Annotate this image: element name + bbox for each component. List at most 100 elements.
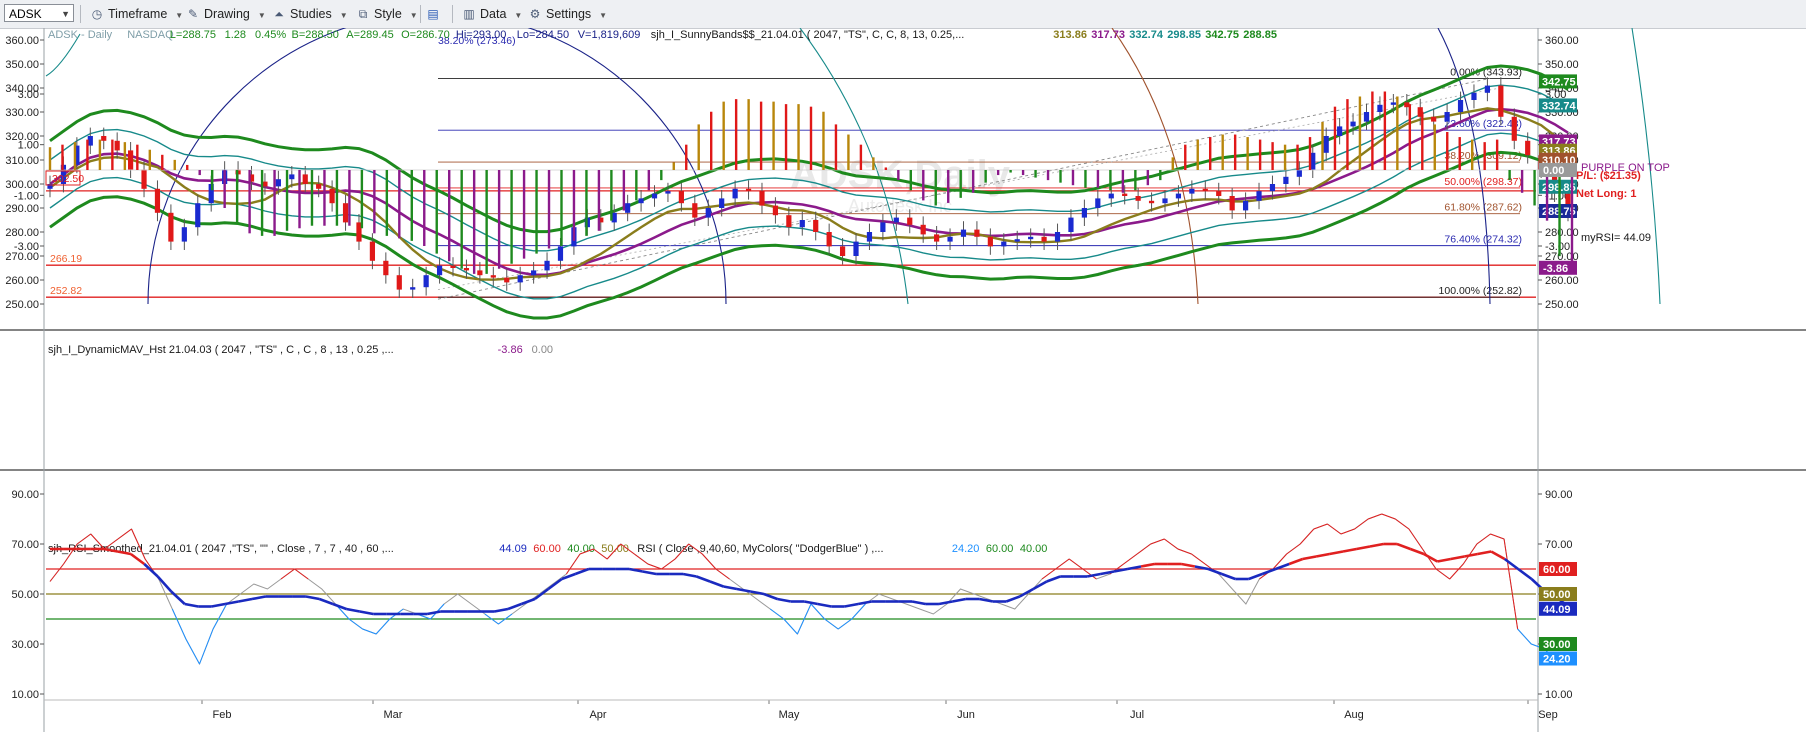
rsi-raw-segment [1367,513,1382,520]
rsi-raw-segment [131,528,146,560]
rsi-raw-segment [1327,523,1342,535]
rsi-raw-segment [104,538,119,550]
candle-body [1135,196,1141,201]
rsi-raw-segment [362,628,377,635]
price-header-value: 288.85 [1243,29,1277,41]
rsi-smoothed-segment [561,572,576,581]
rsi-raw-segment [76,533,92,545]
candle-body [907,217,913,225]
chevron-down-icon: ▼ [339,11,348,20]
rsi-smoothed-segment [952,597,967,603]
rsi-smoothed-segment [777,597,792,603]
price-axis-tick-label: 280.00 [5,227,39,239]
candle-body [651,193,658,199]
style-icon: ⧉ [358,7,368,21]
candle-body [678,191,684,204]
style-button[interactable]: ⧉ Style ▼ [354,4,418,24]
rsi-raw-segment [1313,523,1328,530]
settings-button[interactable]: ⚙ Settings ▼ [526,4,607,24]
x-axis-label: Mar [384,709,403,721]
rsi-raw-segment [1055,558,1070,570]
rsi-smoothed-segment [1409,547,1425,556]
histogram-tag [1539,163,1577,177]
candle-body [1108,193,1114,199]
purple-on-top-annotation: PURPLE ON TOP [1581,162,1670,174]
rsi-axis-tick-label: 90.00 [1545,489,1573,501]
rsi-raw-segment [634,553,649,565]
price-header-text: B=288.50 [292,29,339,41]
rsi-smoothed-segment [938,600,953,606]
rsi-smoothed-segment [696,575,711,583]
toolbar-divider [80,5,81,23]
layout-button[interactable]: ▤ [424,4,440,24]
candle-body [1001,241,1007,247]
candle-body [1363,112,1370,122]
chevron-down-icon: ▼ [514,11,523,20]
rsi-smoothed-segment [1503,557,1519,571]
candle-body [880,222,886,232]
rsi-raw-segment [1490,533,1505,540]
rsi-raw-segment [674,543,690,560]
rsi-smoothed-segment [1275,562,1290,571]
rsi-smoothed-segment [736,587,751,593]
x-axis-label: Feb [213,709,232,721]
price-header-text: L=288.75 [170,29,216,41]
candle-body [302,174,308,184]
data-label: Data [480,7,507,21]
price-axis-tick-label: 340.00 [5,83,39,95]
rsi-smoothed-segment [1288,557,1304,566]
rsi-smoothed-segment [1086,572,1101,578]
rsi-smoothed-segment [238,597,253,603]
support-label: 252.82 [50,285,82,297]
price-axis-tick-label: 250.00 [1545,299,1579,311]
candle-body [1202,188,1208,192]
price-header-text: 0.45% [255,29,286,41]
rsi-smoothed-segment [1046,575,1061,583]
histogram-tag [1539,260,1577,275]
support-label: 266.19 [50,253,82,265]
rsi-smoothed-segment [170,590,186,605]
drawing-button[interactable]: ✎ Drawing ▼ [184,4,266,24]
rsi-raw-segment [90,533,105,550]
rsi-raw-segment [1476,533,1491,545]
rsi-smoothed-segment [251,595,266,601]
candle-body [1028,236,1034,240]
data-button[interactable]: ▥ Data ▼ [460,4,522,24]
rsi-tag-label: 44.09 [1543,604,1571,616]
chevron-down-icon[interactable]: ▼ [61,9,70,19]
style-label: Style [374,7,402,21]
price-header-text: O=286.70 [401,29,450,41]
studies-button[interactable]: ⏶ Studies ▼ [270,4,348,24]
rsi-raw-segment [1435,568,1450,580]
rsi-smoothed-segment [1396,542,1411,551]
rsi-smoothed-segment [709,580,724,588]
candle-body [638,198,644,204]
rsi-raw-segment [1286,543,1301,555]
rsi-smoothed-segment [547,577,563,591]
rsi-title-value: 60.00 [533,543,561,555]
rsi-smoothed-segment [520,597,536,606]
candle-body [1471,92,1477,100]
candle-body [1377,104,1383,112]
rsi-title-2-value: 40.00 [1020,543,1048,555]
x-axis-label: Jun [957,709,975,721]
candle-body [1484,85,1490,93]
candle-body [1148,200,1155,204]
fib-label: 76.40% (274.32) [1444,234,1522,246]
price-header-text: sjh_I_SunnyBands$$_21.04.01 ( 2047, "TS"… [651,29,965,41]
blue-arc [1437,28,1491,305]
price-header-value: 317.73 [1091,29,1125,41]
rsi-raw-segment [1299,528,1315,545]
timeframe-button[interactable]: ◷ Timeframe ▼ [88,4,183,24]
rsi-smoothed-segment [1100,570,1115,576]
rsi-smoothed-segment [332,602,347,611]
candle-body [1014,239,1020,242]
symbol-value: ADSK [9,7,42,21]
rsi-raw-segment [1136,543,1152,555]
rsi-smoothed-segment [1194,565,1209,571]
symbol-input[interactable]: ADSK ▼ [4,4,74,22]
candle-body [181,227,187,242]
rsi-raw-segment [579,548,594,555]
candle-body [369,241,376,261]
